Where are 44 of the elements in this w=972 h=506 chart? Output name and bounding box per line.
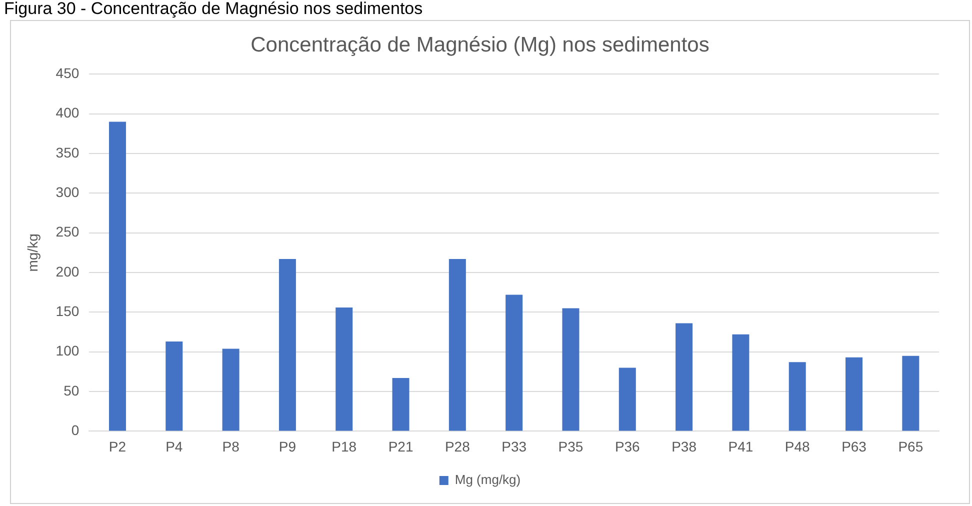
y-axis-title: mg/kg (24, 234, 40, 272)
bar (732, 334, 750, 431)
y-tick-label: 250 (56, 224, 80, 240)
bar (562, 308, 580, 431)
bar (336, 307, 353, 431)
bar (788, 362, 806, 431)
y-tick-label: 200 (56, 263, 80, 280)
bar (618, 368, 636, 431)
x-tick-label: P63 (842, 438, 867, 454)
y-tick-label: 400 (56, 104, 80, 121)
x-tick-label: P65 (898, 438, 924, 454)
text: Figura 30 - Concentração de Magnésio nos sedimentos (4, 0, 423, 18)
bar (676, 323, 693, 431)
y-tick-label: 450 (56, 65, 80, 82)
bar (506, 294, 523, 431)
y-tick-label: 0 (71, 422, 80, 438)
bar (902, 356, 920, 431)
y-tick-label: 150 (56, 303, 80, 320)
bar (108, 122, 126, 431)
x-tick-label: P18 (332, 438, 357, 454)
x-tick-label: P21 (388, 438, 414, 454)
x-tick-label: P4 (166, 438, 183, 454)
x-tick-label: P41 (728, 438, 754, 454)
y-tick-label: 350 (56, 144, 80, 160)
y-tick-label: 50 (64, 382, 80, 398)
y-tick-label: 300 (56, 184, 80, 200)
bar (278, 259, 296, 431)
bar (392, 378, 410, 431)
x-tick-label: P9 (278, 438, 296, 454)
bar (846, 357, 863, 431)
bar (166, 342, 183, 431)
x-tick-label: P33 (502, 438, 527, 454)
x-tick-label: P38 (672, 438, 697, 454)
x-tick-label: P35 (558, 438, 584, 454)
legend-label: Mg (mg/kg) (454, 472, 521, 488)
bar (222, 348, 240, 431)
bar (448, 259, 466, 431)
x-tick-label: P2 (108, 438, 126, 454)
x-tick-label: P48 (784, 438, 810, 454)
x-tick-label: P8 (222, 438, 240, 454)
x-tick-label: P28 (444, 438, 470, 454)
x-tick-label: P36 (614, 438, 640, 454)
chart-title: Concentração de Magnésio (Mg) nos sedimentos (250, 33, 710, 56)
y-tick-label: 100 (56, 342, 80, 359)
